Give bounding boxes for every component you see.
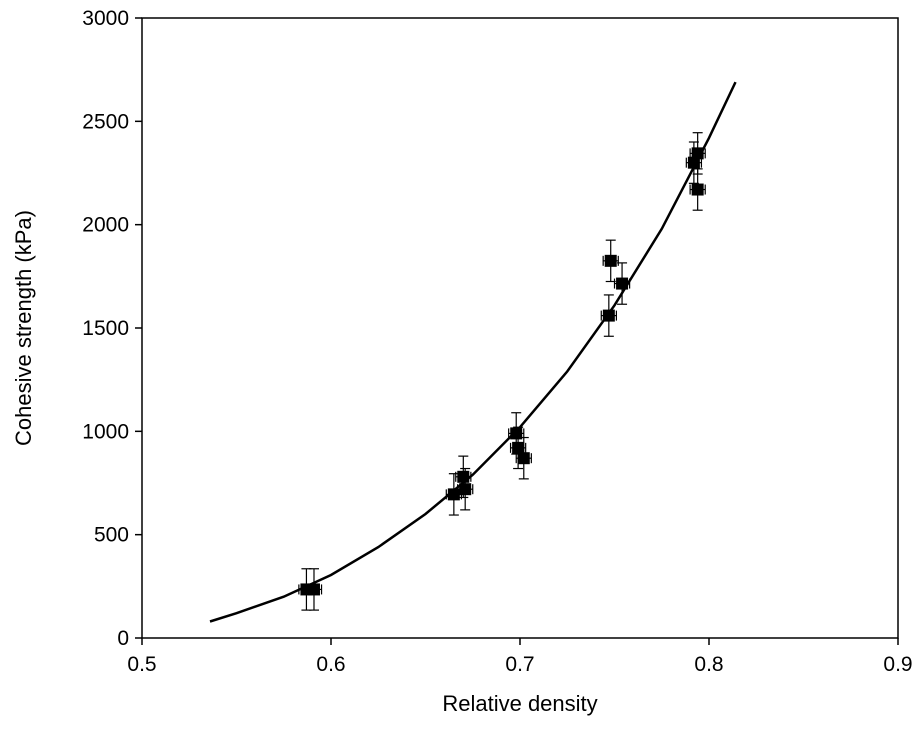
y-tick-label: 1000 [82,420,129,443]
fit-curve [209,81,737,623]
point-marker [691,183,704,196]
point-marker [687,156,700,169]
y-tick-label: 2000 [82,214,129,237]
data-point [515,436,532,480]
y-tick-label: 0 [117,627,129,650]
data-point [689,168,706,211]
x-tick-label: 0.5 [127,653,156,676]
data-point [600,294,617,337]
y-tick-label: 2500 [82,110,129,133]
x-tick-label: 0.6 [316,653,345,676]
y-tick-label: 500 [94,524,129,547]
x-tick-label: 0.7 [505,653,534,676]
point-marker [517,452,530,465]
point-marker [457,470,470,483]
point-marker [616,277,629,290]
y-tick-label: 3000 [82,7,129,30]
y-tick-label: 1500 [82,317,129,340]
y-axis-label: Cohesive strength (kPa) [11,210,36,446]
x-axis-ticks: 0.5 0.6 0.7 0.8 0.9 [127,638,913,676]
x-tick-label: 0.8 [694,653,723,676]
point-marker [459,483,472,496]
point-marker [510,427,523,440]
plot-area [141,17,899,639]
x-axis-label: Relative density [442,691,597,716]
data-point [457,467,474,511]
x-tick-label: 0.9 [883,653,912,676]
y-axis-ticks: 0 500 1000 1500 2000 2500 3000 [82,7,142,650]
data-point [689,132,706,175]
point-marker [604,254,617,267]
data-point [613,262,631,305]
data-point [305,568,323,611]
data-points [298,132,706,611]
point-marker [447,488,460,501]
point-marker [307,583,320,596]
point-marker [512,441,525,454]
point-marker [691,147,704,160]
point-marker [602,309,615,322]
data-point [509,426,527,470]
